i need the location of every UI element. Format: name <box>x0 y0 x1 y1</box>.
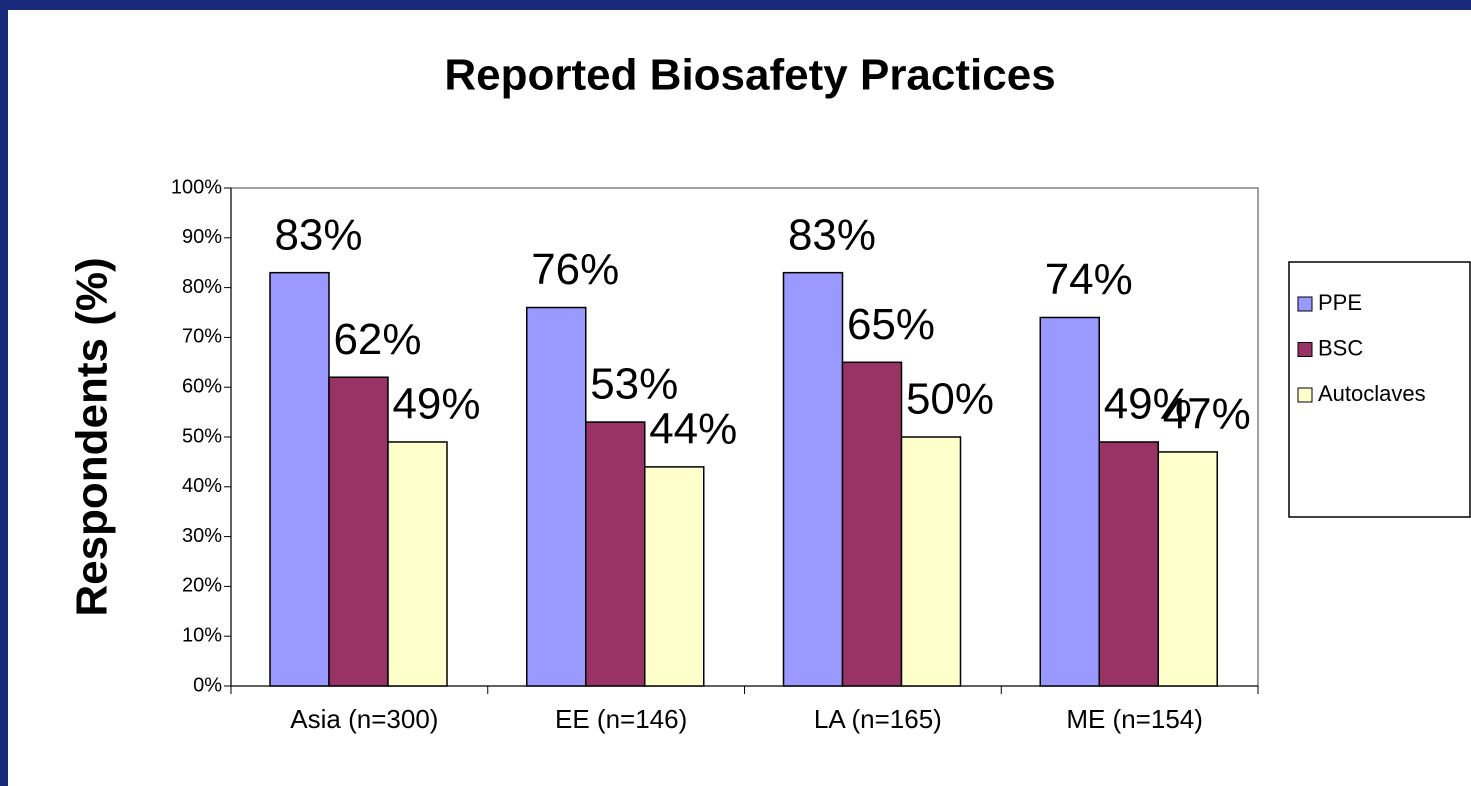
y-tick-label: 100% <box>171 176 222 198</box>
data-label: 47% <box>1163 390 1251 439</box>
y-tick-label: 50% <box>182 425 222 447</box>
legend-label: BSC <box>1318 335 1363 360</box>
bar <box>782 271 844 687</box>
y-tick-label: 30% <box>182 525 222 547</box>
y-tick-label: 20% <box>182 575 222 597</box>
bar <box>328 376 389 687</box>
bar <box>1098 441 1159 687</box>
data-label: 50% <box>906 375 994 424</box>
data-label: 49% <box>1104 380 1192 429</box>
data-label: 53% <box>590 360 678 409</box>
bar <box>1039 316 1100 687</box>
bar <box>269 271 330 687</box>
y-tick-label: 0% <box>193 674 222 696</box>
slide <box>8 10 1471 786</box>
x-tick-label: EE (n=146) <box>555 704 687 734</box>
data-label: 49% <box>392 380 480 429</box>
bar <box>644 466 705 687</box>
data-label: 62% <box>333 315 421 364</box>
bar <box>900 436 962 687</box>
data-label: 83% <box>788 210 876 259</box>
x-tick-label: Asia (n=300) <box>290 704 438 734</box>
y-tick-label: 40% <box>182 475 222 497</box>
data-label: 83% <box>274 210 362 259</box>
legend-swatch <box>1297 387 1313 403</box>
y-tick-label: 80% <box>182 276 222 298</box>
data-label: 74% <box>1045 255 1133 304</box>
legend-label: PPE <box>1318 290 1362 315</box>
legend-box <box>1288 261 1471 518</box>
legend-label: Autoclaves <box>1318 381 1426 406</box>
chart-title: Reported Biosafety Practices <box>444 51 1055 100</box>
data-label: 65% <box>847 300 935 349</box>
x-tick-label: LA (n=165) <box>814 704 942 734</box>
data-label: 44% <box>649 405 737 454</box>
bar <box>585 421 646 687</box>
bar <box>387 441 448 687</box>
bar <box>1157 451 1218 687</box>
data-label: 76% <box>531 245 619 294</box>
x-tick-label: ME (n=154) <box>1066 704 1203 734</box>
y-tick-label: 70% <box>182 326 222 348</box>
y-tick-label: 10% <box>182 624 222 646</box>
legend-swatch <box>1297 296 1313 312</box>
legend-swatch <box>1297 342 1313 357</box>
y-axis-label: Respondents (%) <box>68 257 117 616</box>
y-tick-label: 60% <box>182 375 222 397</box>
bar <box>841 361 903 687</box>
bar <box>526 306 587 687</box>
y-tick-label: 90% <box>182 226 222 248</box>
